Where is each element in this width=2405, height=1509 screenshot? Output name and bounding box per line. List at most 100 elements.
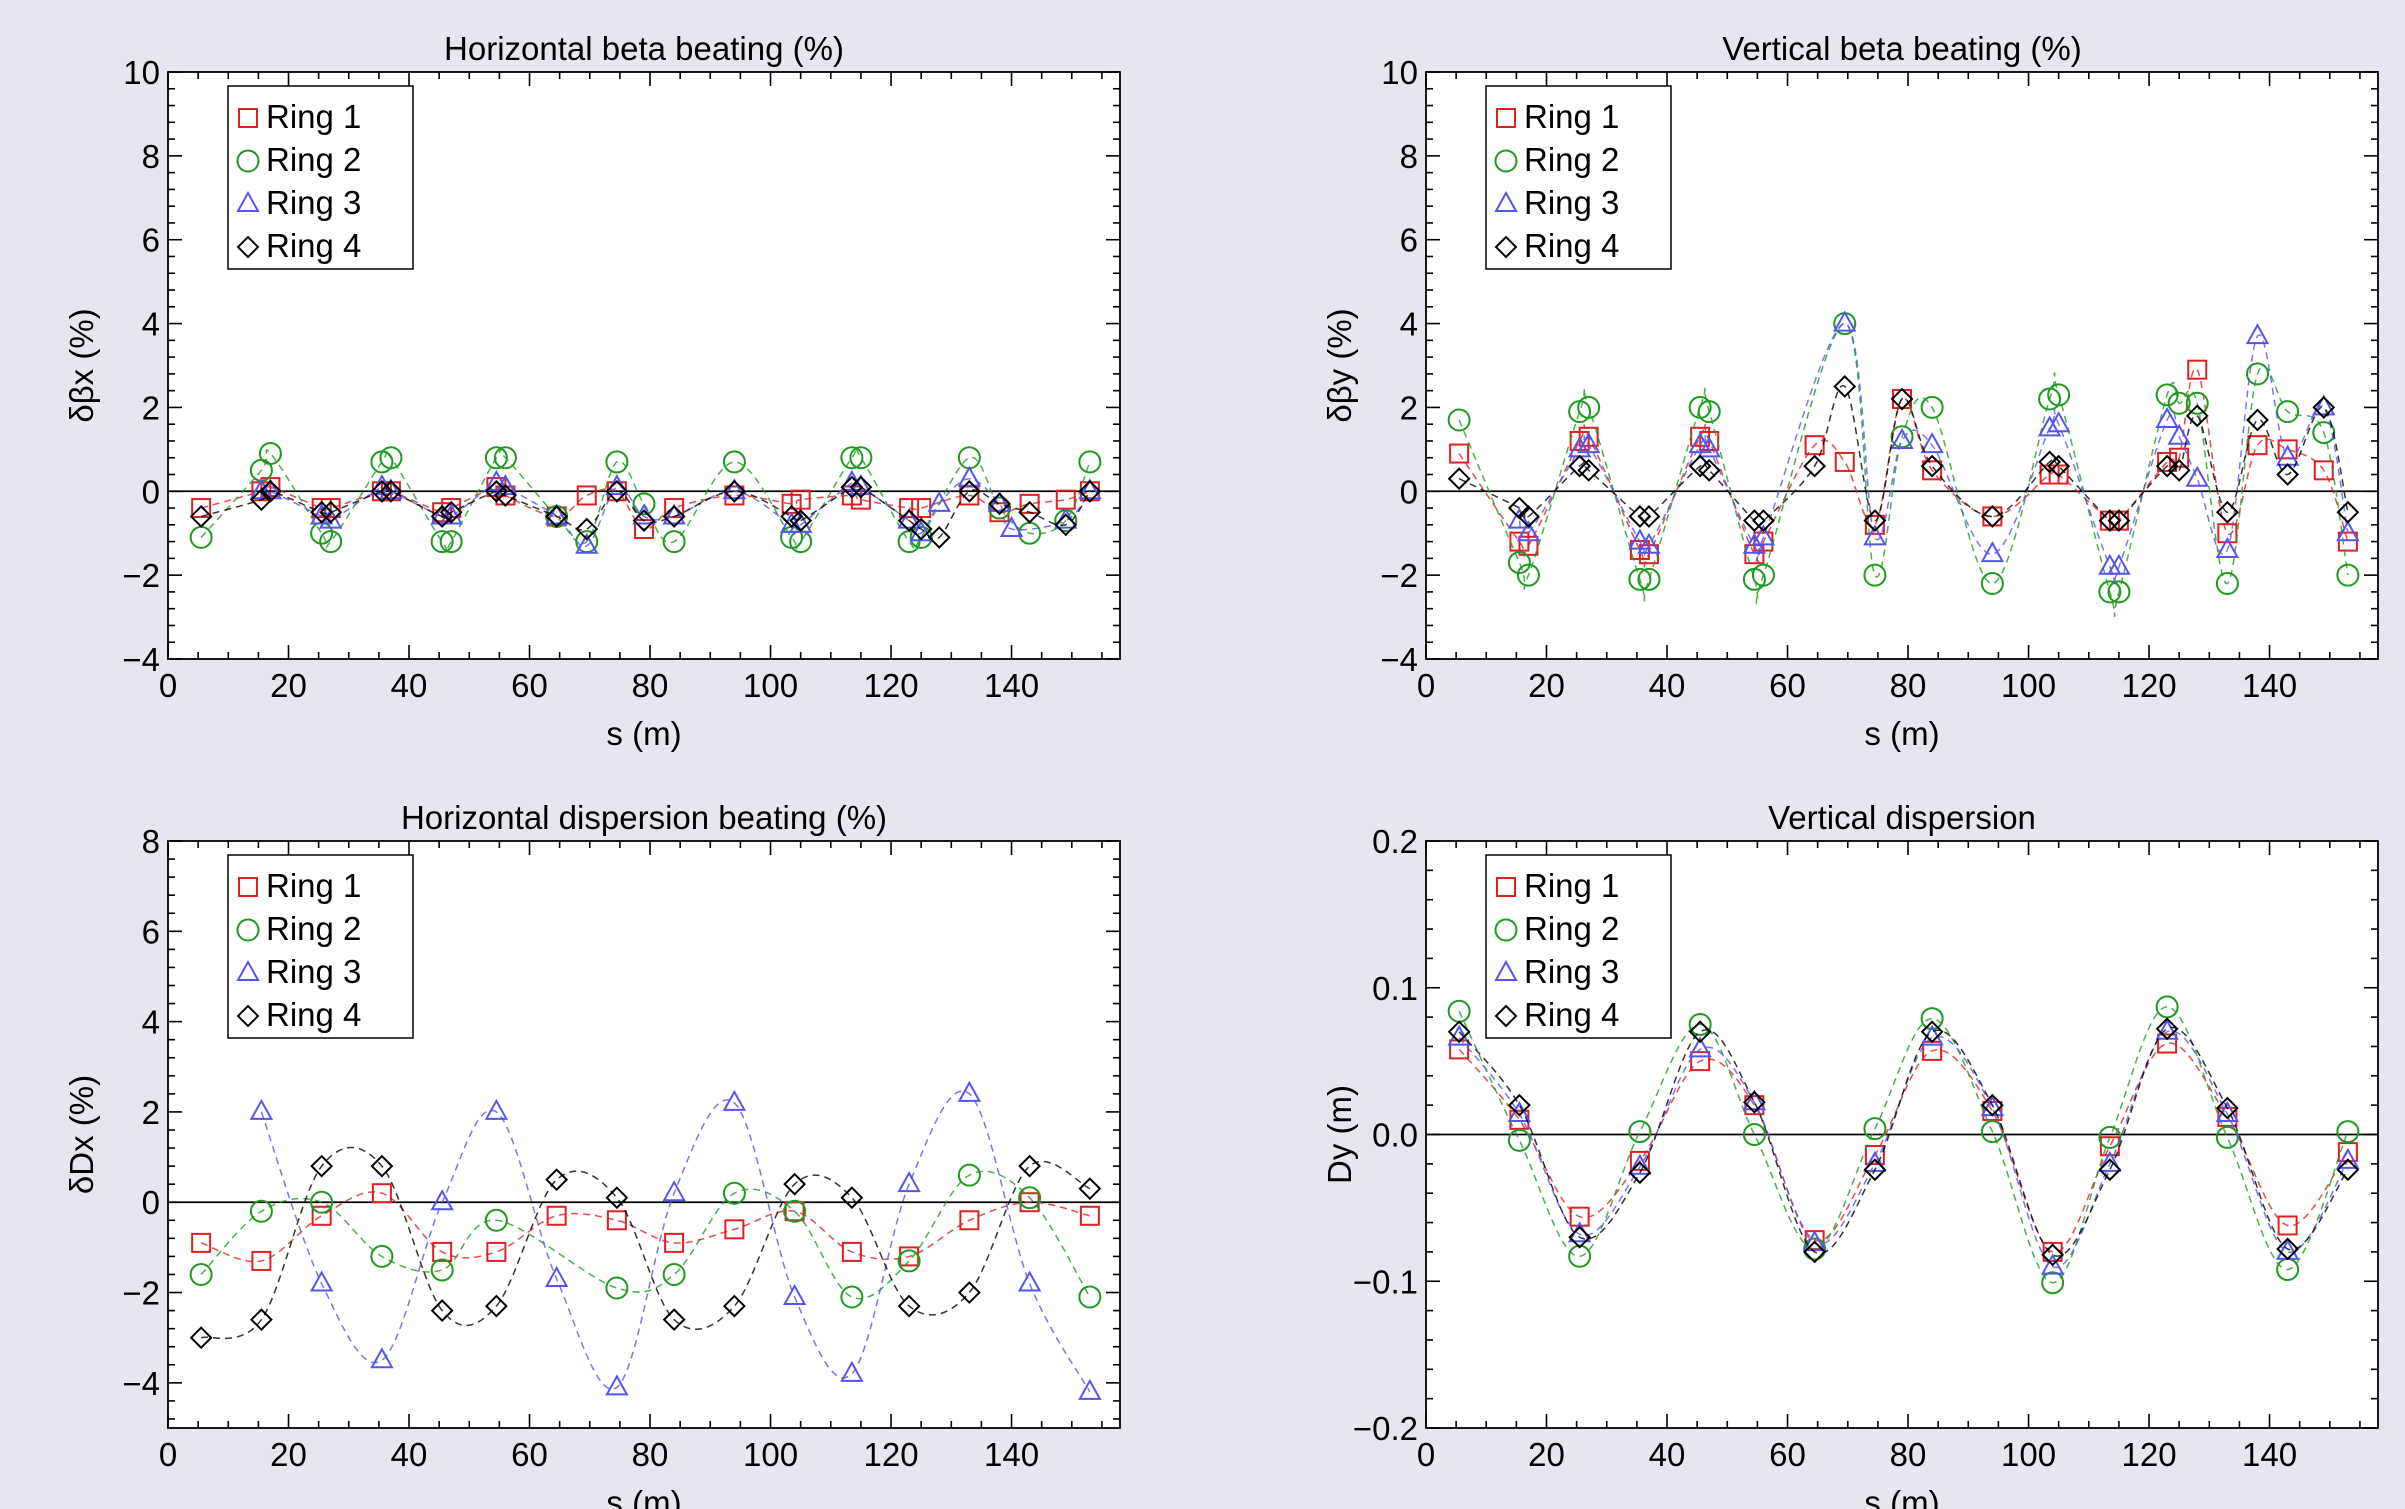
data-point-ring-2 xyxy=(1637,567,1661,591)
data-point-ring-2 xyxy=(2041,1271,2065,1295)
data-point-ring-3 xyxy=(544,1265,569,1287)
data-point-ring-3 xyxy=(2167,423,2191,445)
data-point-ring-4 xyxy=(2215,500,2239,524)
data-point-ring-3 xyxy=(2098,1150,2122,1172)
plot-contents xyxy=(1447,310,2360,617)
data-point-ring-2 xyxy=(493,446,517,470)
data-point-ring-2 xyxy=(1920,395,1944,419)
legend-label-ring-1: Ring 1 xyxy=(266,98,361,135)
data-point-ring-2 xyxy=(1980,1120,2004,1144)
data-point-ring-1 xyxy=(1982,1101,2003,1122)
x-axis-label: s (m) xyxy=(1864,1484,1939,1509)
data-point-ring-3 xyxy=(370,1347,394,1369)
data-point-ring-3 xyxy=(1507,507,1532,529)
x-tick-label: 40 xyxy=(1649,667,1686,704)
data-point-ring-4 xyxy=(783,1172,807,1196)
data-point-ring-1 xyxy=(790,489,811,510)
data-point-ring-2 xyxy=(1751,563,1775,587)
data-point-ring-3 xyxy=(1688,432,1712,454)
x-tick-label: 120 xyxy=(2122,667,2177,704)
data-point-ring-3 xyxy=(249,1098,274,1120)
legend-label-ring-4: Ring 4 xyxy=(1524,996,1619,1033)
y-tick-label: 0 xyxy=(142,473,160,510)
data-point-ring-2 xyxy=(840,1285,864,1309)
data-point-ring-4 xyxy=(1517,505,1540,528)
data-point-ring-4 xyxy=(2276,463,2300,486)
legend-marker-ring-1 xyxy=(1496,877,1516,897)
data-point-ring-2 xyxy=(1577,395,1601,419)
chart-title: Vertical beta beating (%) xyxy=(1722,30,2082,67)
legend-label-ring-1: Ring 1 xyxy=(1524,98,1619,135)
data-point-ring-2 xyxy=(1742,1123,1766,1146)
data-point-ring-4 xyxy=(662,505,686,528)
data-point-ring-2 xyxy=(2312,421,2336,445)
data-point-ring-1 xyxy=(2157,451,2178,472)
data-point-ring-3 xyxy=(1980,541,2005,563)
data-point-ring-2 xyxy=(2098,1125,2122,1149)
data-point-ring-4 xyxy=(605,1186,629,1210)
data-point-ring-2 xyxy=(189,1262,213,1286)
legend-label-ring-1: Ring 1 xyxy=(266,867,361,904)
data-point-ring-3 xyxy=(1890,427,1914,449)
legend-marker-ring-3 xyxy=(1494,959,1518,981)
data-point-ring-1 xyxy=(959,1210,980,1231)
data-point-ring-3 xyxy=(2185,465,2209,487)
legend-label-ring-2: Ring 2 xyxy=(1524,910,1619,947)
data-point-ring-2 xyxy=(909,525,933,549)
data-point-ring-2 xyxy=(1078,1285,1102,1309)
data-point-ring-4 xyxy=(1577,458,1601,482)
y-tick-label: −2 xyxy=(1380,557,1418,594)
plot-frame xyxy=(167,71,1121,660)
x-tick-label: 20 xyxy=(270,1436,307,1473)
data-point-ring-4 xyxy=(494,484,517,507)
data-point-ring-4 xyxy=(2098,1158,2122,1182)
data-point-ring-4 xyxy=(927,525,951,549)
data-point-ring-1 xyxy=(664,498,685,519)
data-point-ring-2 xyxy=(2167,391,2191,415)
data-point-ring-4 xyxy=(2215,1096,2239,1120)
legend-marker-ring-4 xyxy=(1494,1004,1518,1028)
data-point-ring-1 xyxy=(784,1201,805,1222)
data-point-ring-4 xyxy=(1637,505,1661,528)
data-point-ring-1 xyxy=(2187,359,2208,380)
data-point-ring-4 xyxy=(2312,396,2336,419)
data-point-ring-4 xyxy=(310,1154,334,1178)
x-tick-label: 80 xyxy=(1890,667,1927,704)
data-point-ring-3 xyxy=(957,465,982,487)
data-point-ring-4 xyxy=(1697,458,1721,482)
y-tick-label: 2 xyxy=(142,1094,160,1131)
x-tick-label: 140 xyxy=(2242,667,2297,704)
data-point-ring-1 xyxy=(841,1241,862,1262)
data-point-ring-3 xyxy=(1833,310,1857,332)
data-point-ring-3 xyxy=(2336,520,2360,542)
y-tick-label: 6 xyxy=(142,913,160,950)
x-tick-label: 40 xyxy=(1649,1436,1686,1473)
x-tick-label: 0 xyxy=(1417,1436,1435,1473)
data-point-ring-4 xyxy=(484,1294,508,1318)
data-point-ring-1 xyxy=(606,1210,627,1231)
data-point-ring-4 xyxy=(909,517,933,541)
data-point-ring-3 xyxy=(1507,1100,1532,1122)
data-point-ring-4 xyxy=(1054,513,1078,537)
data-point-ring-1 xyxy=(1449,443,1470,464)
data-point-ring-1 xyxy=(311,1205,332,1226)
legend-label-ring-2: Ring 2 xyxy=(1524,141,1619,178)
data-point-ring-4 xyxy=(2098,509,2122,533)
data-point-ring-3 xyxy=(1078,478,1102,500)
legend: Ring 1 Ring 2 Ring 3 Ring 4 xyxy=(227,85,414,270)
data-point-ring-3 xyxy=(1863,524,1887,546)
data-point-ring-4 xyxy=(575,517,599,541)
data-point-ring-4 xyxy=(1447,467,1471,491)
data-point-ring-2 xyxy=(484,446,508,470)
series-line-ring-3 xyxy=(260,1090,1091,1393)
data-point-ring-3 xyxy=(2046,411,2071,433)
data-point-ring-1 xyxy=(251,1250,272,1271)
data-point-ring-4 xyxy=(897,509,921,533)
data-point-ring-2 xyxy=(2155,383,2179,407)
x-tick-label: 60 xyxy=(1769,667,1806,704)
y-tick-label: −4 xyxy=(1380,641,1418,678)
y-tick-label: −0.2 xyxy=(1353,1410,1418,1447)
data-point-ring-4 xyxy=(259,479,282,503)
data-point-ring-1 xyxy=(899,498,920,519)
legend-label-ring-4: Ring 4 xyxy=(266,227,361,264)
